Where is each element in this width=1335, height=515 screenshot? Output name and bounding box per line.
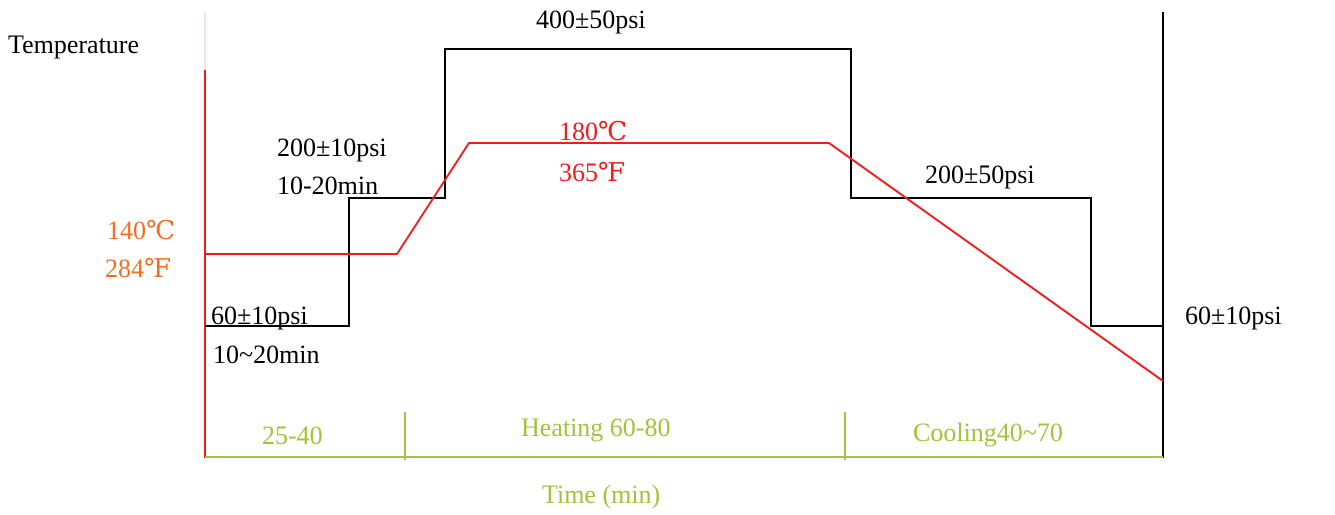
y-axis-label: Temperature	[8, 30, 139, 59]
pressure-cool-label: 200±50psi	[925, 160, 1035, 189]
pressure-peak-label: 400±50psi	[536, 5, 646, 34]
pressure-step2-time-label: 10-20min	[277, 171, 378, 200]
pressure-profile-line	[205, 48, 1163, 327]
pressure-final-label: 60±10psi	[1185, 301, 1282, 330]
pressure-initial-time-label: 10~20min	[213, 340, 320, 369]
peak-temp-fahrenheit-label: 365℉	[559, 158, 625, 187]
peak-temp-celsius-label: 180℃	[559, 117, 627, 146]
x-axis-label: Time (min)	[542, 480, 660, 509]
temperature-profile-line	[205, 142, 1164, 382]
start-temp-celsius-label: 140℃	[107, 216, 175, 245]
phase-label-cooling: Cooling40~70	[913, 418, 1063, 447]
start-temp-fahrenheit-label: 284℉	[105, 254, 171, 283]
phase-label-heating: Heating 60-80	[521, 413, 670, 442]
pressure-initial-label: 60±10psi	[211, 301, 308, 330]
pressure-step2-label: 200±10psi	[277, 133, 387, 162]
phase-label-preheat: 25-40	[262, 421, 323, 450]
